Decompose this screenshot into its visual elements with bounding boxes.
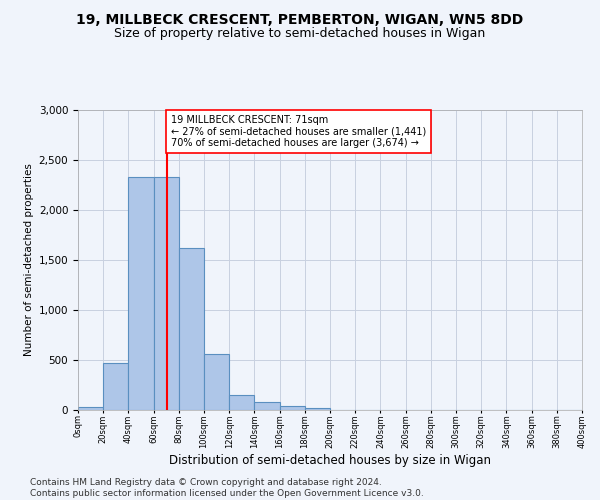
Bar [179, 248, 204, 410]
Bar [305, 408, 330, 410]
Bar [128, 177, 154, 410]
Text: Size of property relative to semi-detached houses in Wigan: Size of property relative to semi-detach… [115, 28, 485, 40]
Bar [78, 407, 103, 410]
Text: 19 MILLBECK CRESCENT: 71sqm
← 27% of semi-detached houses are smaller (1,441)
70: 19 MILLBECK CRESCENT: 71sqm ← 27% of sem… [171, 115, 427, 148]
Text: Contains HM Land Registry data © Crown copyright and database right 2024.
Contai: Contains HM Land Registry data © Crown c… [30, 478, 424, 498]
Bar [103, 363, 128, 410]
X-axis label: Distribution of semi-detached houses by size in Wigan: Distribution of semi-detached houses by … [169, 454, 491, 466]
Bar [154, 177, 179, 410]
Text: 19, MILLBECK CRESCENT, PEMBERTON, WIGAN, WN5 8DD: 19, MILLBECK CRESCENT, PEMBERTON, WIGAN,… [76, 12, 524, 26]
Bar [280, 406, 305, 410]
Bar [254, 402, 280, 410]
Y-axis label: Number of semi-detached properties: Number of semi-detached properties [25, 164, 34, 356]
Bar [229, 395, 254, 410]
Bar [204, 354, 229, 410]
